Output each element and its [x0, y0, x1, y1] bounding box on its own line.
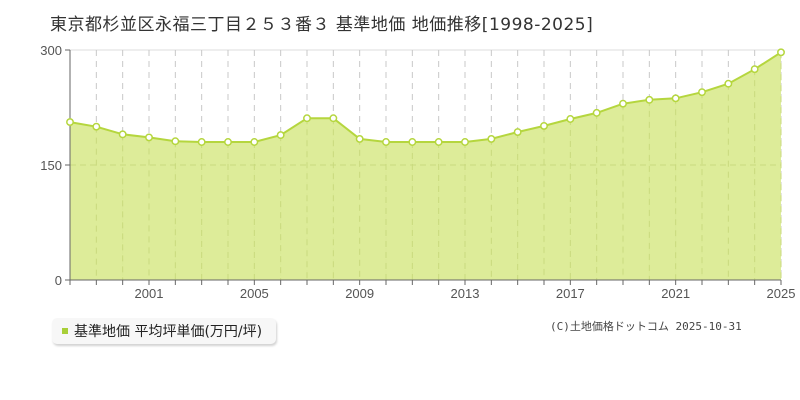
- x-tick-label: 2009: [345, 286, 374, 301]
- legend-swatch-icon: [62, 328, 68, 334]
- price-line: [69, 51, 782, 143]
- data-point-marker: [434, 138, 443, 146]
- x-tick-label: 2017: [556, 286, 585, 301]
- copyright-text: (C)土地価格ドットコム 2025-10-31: [550, 320, 742, 333]
- y-tick-label: 0: [55, 273, 62, 288]
- x-tick-label: 2013: [451, 286, 480, 301]
- data-point-marker: [592, 108, 601, 117]
- axis-tick-labels: 0 150 300 2001 2005 2009 2013 2017 2021 2025: [40, 43, 795, 301]
- data-point-marker: [513, 128, 522, 136]
- data-point-markers: [66, 48, 785, 146]
- data-point-marker: [540, 121, 548, 130]
- land-price-area-chart: 0 150 300 2001 2005 2009 2013 2017 2021 2025: [40, 43, 795, 301]
- chart-title: 東京都杉並区永福三丁目２５３番３ 基準地価 地価推移[1998-2025]: [50, 15, 594, 35]
- data-point-marker: [276, 131, 285, 140]
- data-point-marker: [724, 79, 733, 88]
- data-point-marker: [671, 94, 680, 103]
- data-point-marker: [303, 114, 311, 123]
- data-point-marker: [619, 99, 627, 108]
- price-area-fill: [70, 52, 781, 280]
- legend: 基準地価 平均坪単価(万円/坪): [52, 318, 277, 344]
- legend-label: 基準地価 平均坪単価(万円/坪): [74, 324, 263, 340]
- y-tick-label: 300: [40, 43, 62, 58]
- data-point-marker: [197, 138, 206, 146]
- data-point-marker: [461, 138, 469, 146]
- data-point-marker: [224, 138, 232, 146]
- data-point-marker: [355, 134, 364, 143]
- data-point-marker: [487, 134, 496, 143]
- data-point-marker: [566, 115, 575, 123]
- x-tick-label: 2025: [767, 286, 796, 301]
- data-point-marker: [92, 122, 101, 131]
- data-point-marker: [698, 88, 706, 97]
- data-point-marker: [66, 118, 74, 127]
- data-point-marker: [329, 114, 338, 123]
- data-point-marker: [382, 138, 390, 146]
- x-tick-label: 2001: [135, 286, 164, 301]
- data-point-marker: [408, 138, 417, 146]
- data-point-marker: [118, 130, 127, 139]
- x-tick-label: 2021: [661, 286, 690, 301]
- data-point-marker: [250, 138, 259, 146]
- data-point-marker: [645, 95, 654, 104]
- x-tick-label: 2005: [240, 286, 269, 301]
- data-point-marker: [171, 137, 180, 146]
- y-tick-label: 150: [40, 158, 62, 173]
- data-point-marker: [777, 48, 785, 57]
- data-point-marker: [750, 65, 759, 74]
- axes: [65, 49, 782, 285]
- data-point-marker: [145, 133, 153, 142]
